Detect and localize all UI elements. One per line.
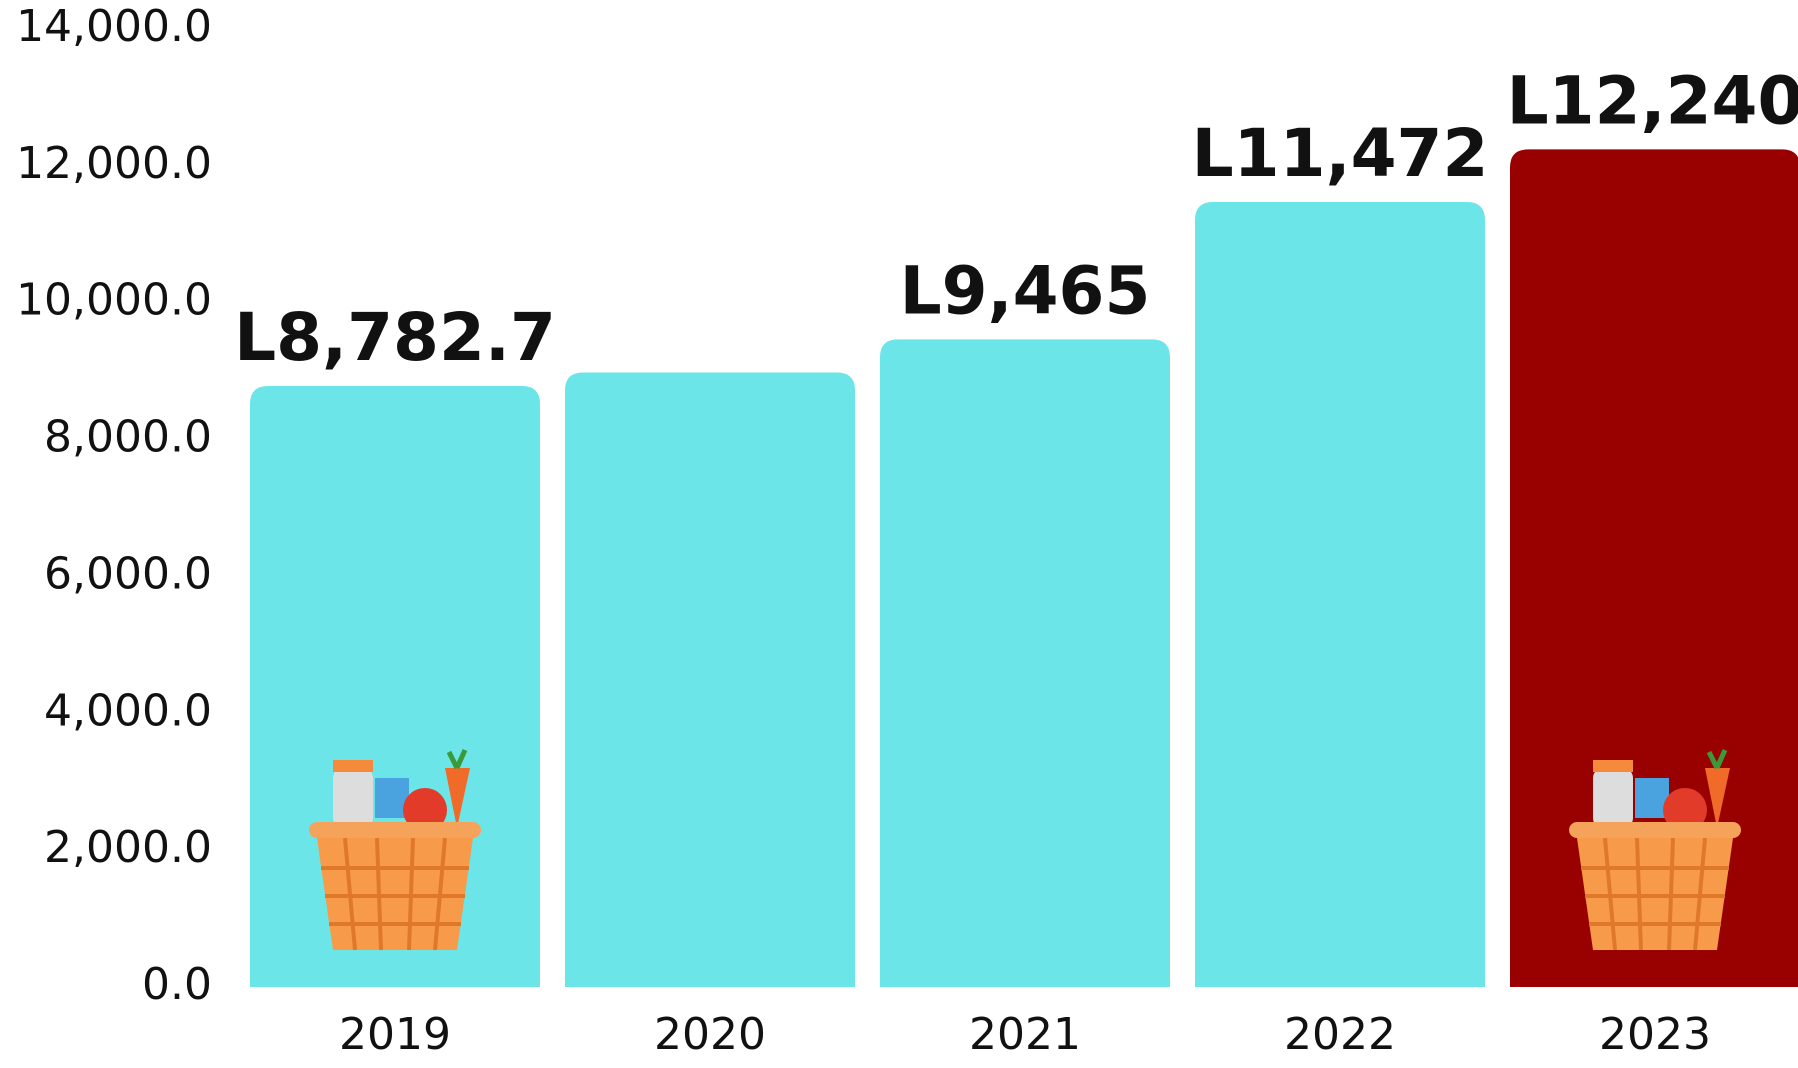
value-label: L8,782.7	[234, 299, 556, 376]
basket-icon	[1569, 750, 1741, 950]
x-tick-label: 2020	[654, 1009, 766, 1060]
value-label: L11,472	[1192, 115, 1489, 192]
x-tick-label: 2023	[1599, 1009, 1711, 1060]
y-tick-label: 10,000.0	[16, 275, 212, 326]
basket-icon	[309, 750, 481, 950]
x-tick-label: 2021	[969, 1009, 1081, 1060]
x-tick-label: 2019	[339, 1009, 451, 1060]
bar	[565, 372, 855, 987]
y-tick-label: 14,000.0	[16, 1, 212, 52]
y-tick-label: 8,000.0	[44, 412, 212, 463]
y-tick-label: 12,000.0	[16, 138, 212, 189]
x-tick-label: 2022	[1284, 1009, 1396, 1060]
y-tick-label: 2,000.0	[44, 822, 212, 873]
bar	[880, 339, 1170, 987]
y-tick-label: 4,000.0	[44, 685, 212, 736]
y-tick-label: 6,000.0	[44, 548, 212, 599]
bar	[1195, 201, 1485, 987]
y-tick-label: 0.0	[142, 959, 212, 1010]
value-label: L12,240	[1507, 62, 1798, 139]
value-label: L9,465	[900, 252, 1151, 329]
